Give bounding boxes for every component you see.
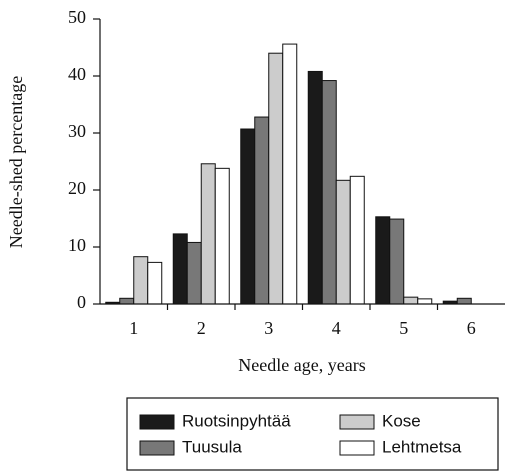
bar <box>268 52 284 305</box>
bar <box>147 261 163 305</box>
x-tick-label: 5 <box>399 318 408 338</box>
bar <box>186 241 202 305</box>
bar <box>119 297 135 305</box>
y-tick-label: 30 <box>68 121 86 141</box>
bar <box>403 296 419 305</box>
legend-label: Lehtmetsa <box>382 437 462 456</box>
bar <box>417 298 433 305</box>
bar <box>172 233 188 305</box>
bar <box>389 218 405 305</box>
y-tick-label: 10 <box>68 235 86 255</box>
bar <box>240 128 256 305</box>
legend-swatch <box>339 440 375 456</box>
x-tick-label: 2 <box>197 318 206 338</box>
bar <box>282 43 298 305</box>
bar <box>349 175 365 305</box>
y-tick-label: 50 <box>68 7 86 27</box>
bar <box>254 116 270 305</box>
legend-label: Ruotsinpyhtää <box>182 411 291 430</box>
bar <box>456 297 472 305</box>
bar <box>133 256 149 305</box>
legend-label: Tuusula <box>182 437 242 456</box>
x-axis-label: Needle age, years <box>238 355 365 375</box>
y-tick-label: 40 <box>68 64 86 84</box>
bar <box>200 163 216 305</box>
legend-swatch <box>139 440 175 456</box>
x-tick-label: 6 <box>467 318 476 338</box>
legend: Ruotsinpyhtää Tuusula Kose Lehtmetsa <box>139 411 462 456</box>
legend-swatch <box>339 414 375 430</box>
x-tick-label: 3 <box>264 318 273 338</box>
bar <box>321 80 337 305</box>
legend-swatch <box>139 414 175 430</box>
bar <box>375 216 391 305</box>
x-tick-label: 1 <box>129 318 138 338</box>
y-tick-label: 0 <box>77 292 86 312</box>
legend-box <box>126 397 499 471</box>
bar <box>335 179 351 305</box>
bar <box>307 70 323 305</box>
legend-label: Kose <box>382 411 421 430</box>
bar <box>214 167 230 305</box>
y-axis-label: Needle-shed percentage <box>6 76 26 248</box>
x-tick-label: 4 <box>332 318 341 338</box>
y-tick-label: 20 <box>68 178 86 198</box>
